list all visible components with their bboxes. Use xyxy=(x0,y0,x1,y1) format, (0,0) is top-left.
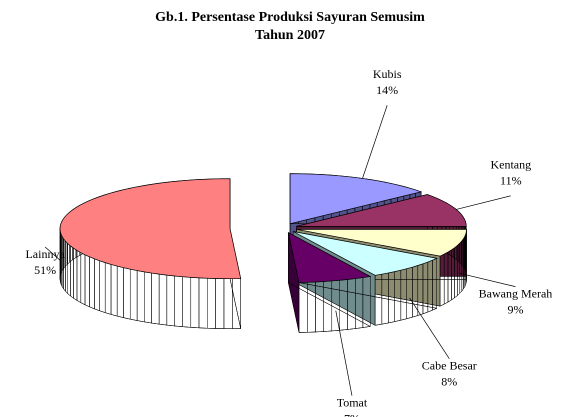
slice-label: Kubis xyxy=(373,67,402,81)
slice-value: 7% xyxy=(344,411,360,417)
slice-label: Bawang Merah xyxy=(479,286,553,300)
slice-label: Kentang xyxy=(490,158,531,172)
leader-line xyxy=(362,105,388,179)
slice xyxy=(293,231,438,276)
slice-value: 51% xyxy=(34,263,56,277)
slice xyxy=(296,194,467,227)
slice xyxy=(59,178,242,280)
slice-value: 11% xyxy=(500,174,522,188)
leader-line xyxy=(409,297,450,359)
chart-subtitle: Tahun 2007 xyxy=(255,28,325,43)
chart-title: Gb.1. Persentase Produksi Sayuran Semusi… xyxy=(155,10,425,25)
leader-line xyxy=(44,246,61,261)
slice-label: Tomat xyxy=(337,395,368,409)
slice-value: 14% xyxy=(376,83,398,97)
slice-value: 8% xyxy=(441,374,457,388)
slice xyxy=(287,231,372,283)
slice-label: Cabe Besar xyxy=(422,358,477,372)
leader-line xyxy=(456,195,511,210)
slice-label: Lainnya xyxy=(25,247,65,261)
leader-line xyxy=(335,310,353,396)
leader-line xyxy=(459,272,516,287)
slice-value: 9% xyxy=(507,302,523,316)
slice xyxy=(296,228,467,257)
